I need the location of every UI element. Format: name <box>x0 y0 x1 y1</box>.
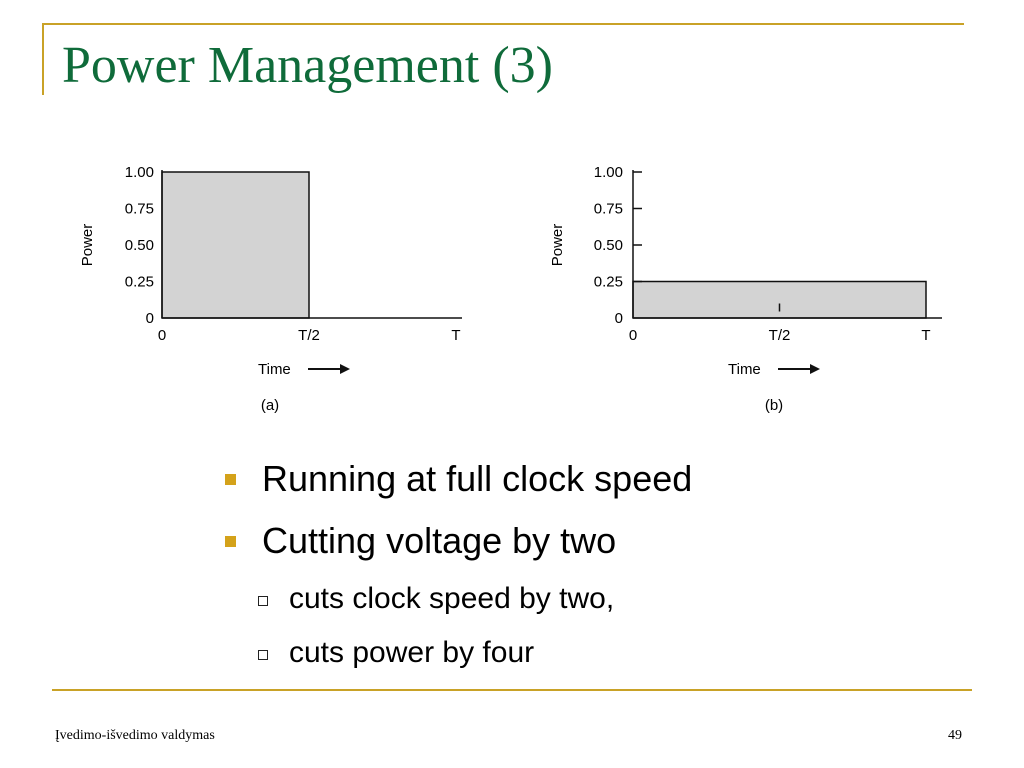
square-bullet-icon <box>225 473 236 485</box>
square-bullet-icon <box>225 535 236 547</box>
power-area <box>161 171 310 319</box>
panel-label: (a) <box>261 397 279 414</box>
y-tick-label: 0.25 <box>594 274 623 291</box>
x-tick-label: T/2 <box>769 327 791 344</box>
y-tick-label: 0.75 <box>594 201 623 218</box>
page-number: 49 <box>948 728 962 743</box>
footer-caption: Įvedimo-išvedimo valdymas <box>55 728 215 743</box>
x-axis-label: Time <box>258 361 291 378</box>
frame-top-rule <box>42 23 964 25</box>
sub-bullet-item: cuts clock speed by two, <box>222 572 982 626</box>
arrow-head-icon <box>810 364 820 374</box>
y-tick-label: 0.75 <box>125 201 154 218</box>
x-tick-label: T <box>451 327 460 344</box>
bullet-item: Running at full clock speed <box>222 448 982 510</box>
panel-label: (b) <box>765 397 783 414</box>
x-tick-label: 0 <box>158 327 166 344</box>
y-tick-label: 0 <box>146 310 154 327</box>
sub-bullet-text: cuts power by four <box>289 636 535 669</box>
hollow-square-bullet-icon <box>258 650 268 660</box>
hollow-square-bullet-icon <box>258 596 268 606</box>
power-area <box>632 280 927 319</box>
y-tick-label: 0 <box>615 310 623 327</box>
x-tick-label: 0 <box>629 327 637 344</box>
bullet-text: Cutting voltage by two <box>262 520 617 561</box>
y-axis-label: Power <box>79 224 96 267</box>
y-axis-label: Power <box>549 224 566 267</box>
bullet-list: Running at full clock speed Cutting volt… <box>222 448 982 680</box>
y-tick-label: 0.50 <box>594 237 623 254</box>
sub-bullet-item: cuts power by four <box>222 626 982 680</box>
y-tick-label: 0.50 <box>125 237 154 254</box>
bullet-text: Running at full clock speed <box>262 458 693 499</box>
sub-bullet-text: cuts clock speed by two, <box>289 582 615 615</box>
y-tick-label: 1.00 <box>125 164 154 181</box>
x-tick-label: T/2 <box>298 327 320 344</box>
footer-rule <box>52 689 972 691</box>
x-tick-label: T <box>921 327 930 344</box>
arrow-head-icon <box>340 364 350 374</box>
bullet-item: Cutting voltage by two <box>222 510 982 572</box>
frame-left-rule <box>42 23 44 95</box>
y-tick-label: 1.00 <box>594 164 623 181</box>
x-axis-label: Time <box>728 361 761 378</box>
y-tick-label: 0.25 <box>125 274 154 291</box>
slide-title: Power Management (3) <box>62 37 553 94</box>
charts-figure: 0 0.25 0.50 0.75 1.00 0 T/2 T Power Time (a) 0 0.25 0… <box>79 164 942 414</box>
